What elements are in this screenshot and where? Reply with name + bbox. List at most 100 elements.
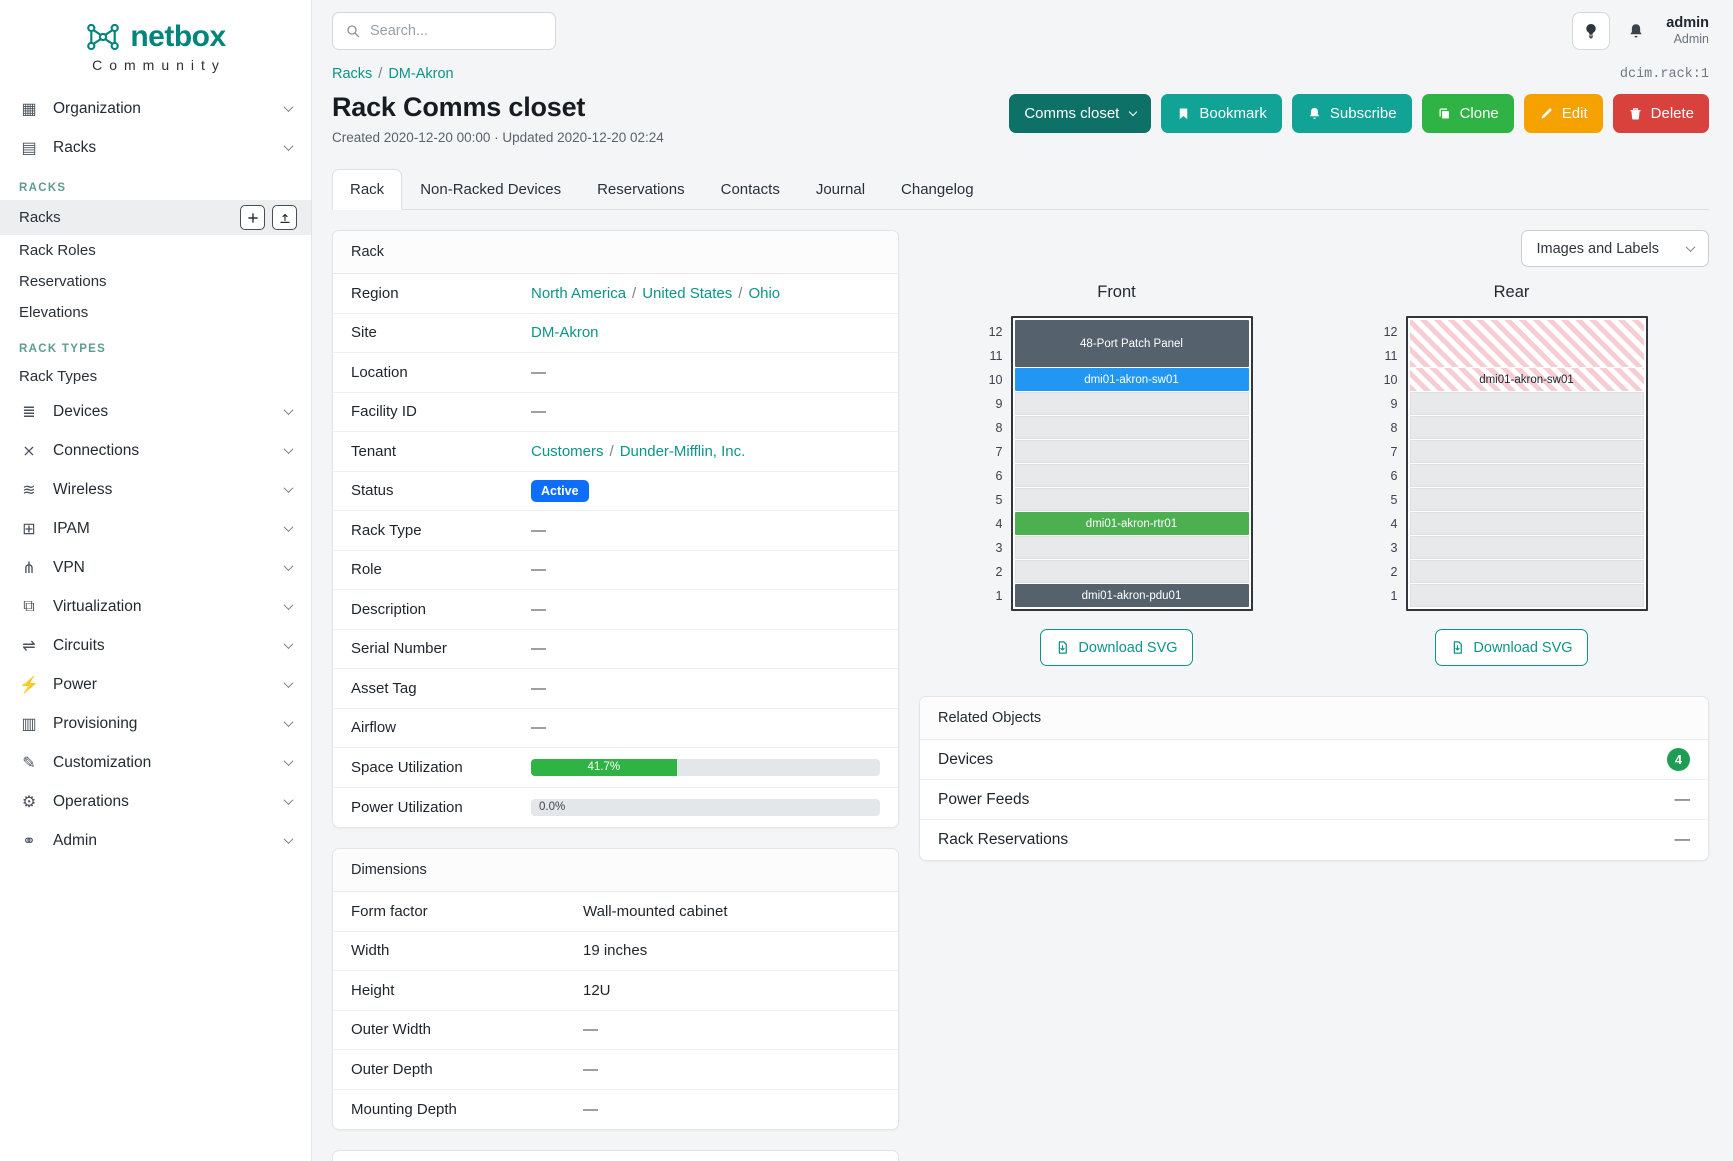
sidebar-group-connections[interactable]: ⨯ Connections: [0, 431, 311, 470]
trash-icon: [1630, 108, 1641, 120]
detail-value: North America / United States / Ohio: [531, 285, 880, 302]
value-link[interactable]: Dunder-Mifflin, Inc.: [619, 442, 746, 460]
sidebar-group-ipam[interactable]: ⊞ IPAM: [0, 509, 311, 548]
elevation-body: 12 11 10 9 8 7 6 5 4 3 2 1 48-Port Patch Panel dmi01-…: [981, 316, 1253, 611]
value-link[interactable]: Ohio: [748, 284, 781, 302]
sidebar-item-reservations[interactable]: Reservations: [0, 266, 311, 297]
unit-number: 9: [995, 396, 1003, 411]
sidebar-group-power[interactable]: ⚡ Power: [0, 665, 311, 704]
main-area: admin Admin Racks / DM-Akron dcim.rack:1 R…: [312, 0, 1733, 1161]
chevron-down-icon: [1685, 242, 1696, 253]
comms-closet-button[interactable]: Comms closet: [1009, 94, 1152, 133]
device-label: dmi01-akron-sw01: [1479, 373, 1574, 386]
topbar-right: admin Admin: [1572, 12, 1709, 50]
sidebar-item-racks[interactable]: Racks: [0, 200, 311, 235]
related-object-row[interactable]: Power Feeds —: [920, 780, 1708, 820]
tab-non-racked-devices[interactable]: Non-Racked Devices: [402, 169, 579, 210]
theme-toggle-button[interactable]: [1572, 12, 1611, 50]
sidebar-group-label: Racks: [53, 138, 97, 156]
device-label: dmi01-akron-rtr01: [1085, 517, 1178, 530]
rack-device[interactable]: dmi01-akron-sw01: [1014, 368, 1249, 391]
lightbulb-icon: [1586, 23, 1596, 39]
delete-button[interactable]: Delete: [1612, 94, 1709, 133]
search-input[interactable]: [370, 23, 543, 39]
chevron-down-icon: [283, 141, 294, 152]
unit-number: 9: [1390, 396, 1398, 411]
detail-row: Location —: [333, 353, 898, 393]
edit-button[interactable]: Edit: [1523, 94, 1603, 133]
search-icon: [347, 25, 360, 38]
sidebar-group-customization[interactable]: ✎ Customization: [0, 743, 311, 782]
notifications-button[interactable]: [1623, 12, 1649, 50]
sidebar-item-label: Rack Roles: [19, 242, 96, 259]
value-link[interactable]: North America: [531, 284, 627, 302]
detail-value: —: [531, 561, 880, 578]
bookmark-button[interactable]: Bookmark: [1161, 94, 1282, 133]
sidebar-group-organization[interactable]: ▦ Organization: [0, 89, 311, 128]
tab-reservations[interactable]: Reservations: [579, 169, 703, 210]
sidebar-group-wireless[interactable]: ≋ Wireless: [0, 470, 311, 509]
add-button[interactable]: [240, 205, 265, 230]
rack-device[interactable]: dmi01-akron-pdu01: [1014, 584, 1249, 607]
value-link[interactable]: United States: [642, 284, 733, 302]
sidebar-item-rack-types[interactable]: Rack Types: [0, 361, 311, 392]
button-label: Comms closet: [1024, 105, 1120, 122]
sidebar-group-admin[interactable]: ⚭ Admin: [0, 821, 311, 860]
breadcrumb-link[interactable]: DM-Akron: [388, 66, 454, 82]
subscribe-button[interactable]: Subscribe: [1291, 94, 1412, 133]
ipam-icon: ⊞: [22, 520, 36, 538]
search-box[interactable]: [332, 12, 556, 50]
tab-journal[interactable]: Journal: [798, 169, 883, 210]
content: Racks / DM-Akron dcim.rack:1 Rack Comms cl…: [312, 62, 1733, 1161]
detail-value: —: [583, 1061, 880, 1078]
unit-number: 12: [1383, 324, 1398, 339]
related-object-row[interactable]: Devices 4: [920, 740, 1708, 780]
tab-contacts[interactable]: Contacts: [703, 169, 798, 210]
sidebar-group-virtualization[interactable]: ⧉ Virtualization: [0, 587, 311, 626]
dimensions-panel: Dimensions Form factor Wall-mounted cabin…: [332, 848, 899, 1130]
sidebar-group-provisioning[interactable]: ▥ Provisioning: [0, 704, 311, 743]
brand[interactable]: netbox Community: [0, 16, 311, 89]
user-menu[interactable]: admin Admin: [1662, 14, 1709, 48]
breadcrumb-link[interactable]: Racks: [332, 66, 373, 82]
sidebar-group-vpn[interactable]: ⋔ VPN: [0, 548, 311, 587]
download-svg-button[interactable]: Download SVG: [1040, 629, 1193, 666]
button-label: Subscribe: [1329, 105, 1397, 122]
sidebar-group-racks[interactable]: ▤ Racks: [0, 128, 311, 167]
sidebar-group-devices[interactable]: ≣ Devices: [0, 392, 311, 431]
button-label: Edit: [1561, 105, 1588, 122]
sidebar-item-elevations[interactable]: Elevations: [0, 297, 311, 328]
rack-empty-slot: [1409, 536, 1644, 559]
elevation-body: 12 11 10 9 8 7 6 5 4 3 2 1 dmi01-akron-sw01: [1376, 316, 1648, 611]
chevron-down-icon: [283, 756, 294, 767]
rack-empty-slot: [1014, 440, 1249, 463]
download-svg-button[interactable]: Download SVG: [1435, 629, 1588, 666]
import-button[interactable]: [272, 205, 297, 230]
value-link[interactable]: DM-Akron: [531, 324, 599, 342]
detail-row: Asset Tag —: [333, 669, 898, 709]
clone-button[interactable]: Clone: [1421, 94, 1514, 133]
value-link[interactable]: Customers: [531, 442, 604, 460]
sidebar-item-label: Rack Types: [19, 368, 98, 385]
tab-rack[interactable]: Rack: [332, 169, 403, 210]
detail-label: Tenant: [351, 442, 397, 460]
images-and-labels-select[interactable]: Images and Labels: [1521, 230, 1709, 267]
unit-number: 7: [995, 444, 1003, 459]
sidebar-group-circuits[interactable]: ⇌ Circuits: [0, 626, 311, 665]
sidebar-item-rack-roles[interactable]: Rack Roles: [0, 235, 311, 266]
rack-panel: Rack Region North America / United States / O…: [332, 230, 899, 828]
user-role: Admin: [1673, 32, 1709, 47]
related-object-label: Rack Reservations: [938, 831, 1069, 848]
sidebar-group-operations[interactable]: ⚙ Operations: [0, 782, 311, 821]
sidebar-group-label: Devices: [53, 402, 109, 420]
rack-empty-slot: [1014, 560, 1249, 583]
tab-changelog[interactable]: Changelog: [883, 169, 992, 210]
unit-number: 6: [1390, 468, 1398, 483]
detail-row: Rack Type —: [333, 511, 898, 551]
rack-device[interactable]: dmi01-akron-rtr01: [1014, 512, 1249, 535]
empty-value: —: [583, 1100, 598, 1118]
rack-device[interactable]: 48-Port Patch Panel: [1014, 320, 1249, 367]
breadcrumb-separator: /: [378, 66, 383, 82]
related-object-row[interactable]: Rack Reservations —: [920, 820, 1708, 860]
vpn-icon: ⋔: [22, 559, 36, 577]
